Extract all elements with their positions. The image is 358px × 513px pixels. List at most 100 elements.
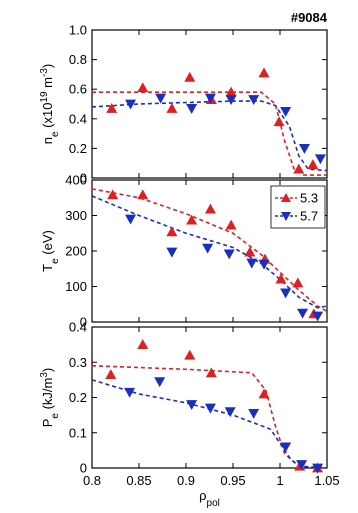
data-point — [125, 214, 137, 225]
y-tick-label: 0 — [80, 461, 87, 476]
data-point — [312, 311, 324, 322]
y-axis-label-part: (kJ/m — [40, 378, 55, 413]
data-point — [202, 243, 214, 254]
data-point — [106, 102, 118, 113]
data-point — [273, 116, 285, 127]
y-axis-label-part: (x10 — [40, 103, 55, 132]
y-axis-label-part: 3 — [39, 372, 50, 378]
y-tick-label: 0.2 — [69, 390, 87, 405]
y-axis-label: ne (x1019 m-3) — [39, 64, 61, 145]
data-point — [137, 82, 149, 93]
data-point — [154, 377, 166, 388]
x-tick-label: 1.05 — [314, 473, 339, 488]
y-axis-label-part: ) — [40, 64, 55, 68]
data-point — [204, 93, 216, 104]
y-axis-label-part: (eV) — [40, 230, 55, 258]
plot-frame — [91, 29, 328, 179]
data-point — [293, 163, 305, 174]
data-point — [258, 259, 270, 270]
fit-line — [91, 188, 328, 313]
x-axis-label-part: ρ — [199, 488, 206, 503]
data-point — [124, 387, 136, 398]
data-point — [248, 95, 260, 106]
data-point — [307, 159, 319, 170]
y-tick-label: 0.6 — [69, 82, 87, 97]
y-tick-label: 200 — [65, 244, 87, 259]
data-point — [258, 67, 270, 78]
data-point — [186, 400, 198, 411]
y-axis-label-part: -3 — [39, 68, 50, 77]
x-tick-label: 0.85 — [126, 473, 151, 488]
data-point — [280, 288, 292, 299]
y-axis-label: Te (eV) — [40, 230, 61, 272]
fit-line — [91, 100, 328, 172]
y-tick-label: 0.1 — [69, 425, 87, 440]
y-axis-label-part: ) — [40, 368, 55, 372]
data-point — [225, 86, 237, 97]
data-point — [225, 219, 237, 230]
data-point — [292, 277, 304, 288]
y-tick-label: 100 — [65, 279, 87, 294]
data-point — [280, 107, 292, 117]
data-point — [248, 408, 260, 419]
data-point — [314, 154, 326, 165]
data-point — [204, 203, 216, 214]
legend-label: 5.7 — [300, 209, 318, 224]
y-axis-label-part: e — [50, 413, 61, 419]
data-point — [186, 214, 198, 225]
data-point — [258, 388, 270, 399]
data-point — [275, 273, 287, 284]
data-point — [125, 99, 137, 110]
y-tick-label: 0.2 — [69, 141, 87, 156]
y-tick-label: 0.8 — [69, 52, 87, 67]
plot-frame — [91, 326, 328, 469]
data-point — [184, 71, 196, 82]
y-axis-label-part: n — [40, 137, 55, 144]
legend-box — [270, 185, 326, 229]
y-axis-label-part: m — [40, 77, 55, 91]
data-point — [204, 403, 216, 414]
data-point — [166, 247, 178, 258]
y-axis-label-part: T — [40, 264, 55, 272]
fit-line — [91, 379, 328, 469]
y-tick-label: 0.3 — [69, 355, 87, 370]
x-tick-label: 0.8 — [83, 473, 101, 488]
x-axis-label-part: pol — [207, 498, 220, 509]
y-axis-label-part: P — [40, 419, 55, 428]
x-tick-label: 0.9 — [177, 473, 195, 488]
data-point — [205, 367, 217, 378]
x-tick-label: 1 — [276, 473, 283, 488]
data-point — [184, 349, 196, 360]
data-point — [225, 95, 237, 106]
data-point — [186, 104, 198, 114]
data-point — [105, 369, 117, 379]
annotation: #9084 — [291, 10, 328, 25]
data-point — [244, 246, 256, 257]
y-tick-label: 300 — [65, 208, 87, 223]
y-tick-label: 0.4 — [69, 320, 87, 335]
data-point — [223, 249, 235, 260]
data-point — [224, 407, 236, 418]
y-tick-label: 400 — [65, 173, 87, 188]
x-axis-label: ρpol — [199, 488, 220, 509]
data-point — [296, 460, 308, 470]
legend-label: 5.3 — [300, 191, 318, 206]
y-axis-label-part: e — [50, 131, 61, 137]
legend-marker — [281, 212, 291, 221]
data-point — [312, 463, 324, 474]
legend-marker — [281, 193, 291, 202]
y-tick-label: 0 — [80, 315, 87, 330]
x-tick-label: 0.95 — [220, 473, 245, 488]
data-point — [107, 189, 119, 200]
y-tick-label: 0.4 — [69, 111, 87, 126]
data-point — [297, 308, 309, 319]
y-axis-label-part: e — [50, 258, 61, 264]
data-point — [155, 93, 167, 104]
data-point — [280, 442, 292, 453]
y-tick-label: 0 — [80, 171, 87, 186]
data-point — [166, 226, 178, 237]
data-point — [137, 189, 149, 200]
data-point — [166, 102, 178, 113]
y-tick-label: 1.0 — [69, 23, 87, 38]
